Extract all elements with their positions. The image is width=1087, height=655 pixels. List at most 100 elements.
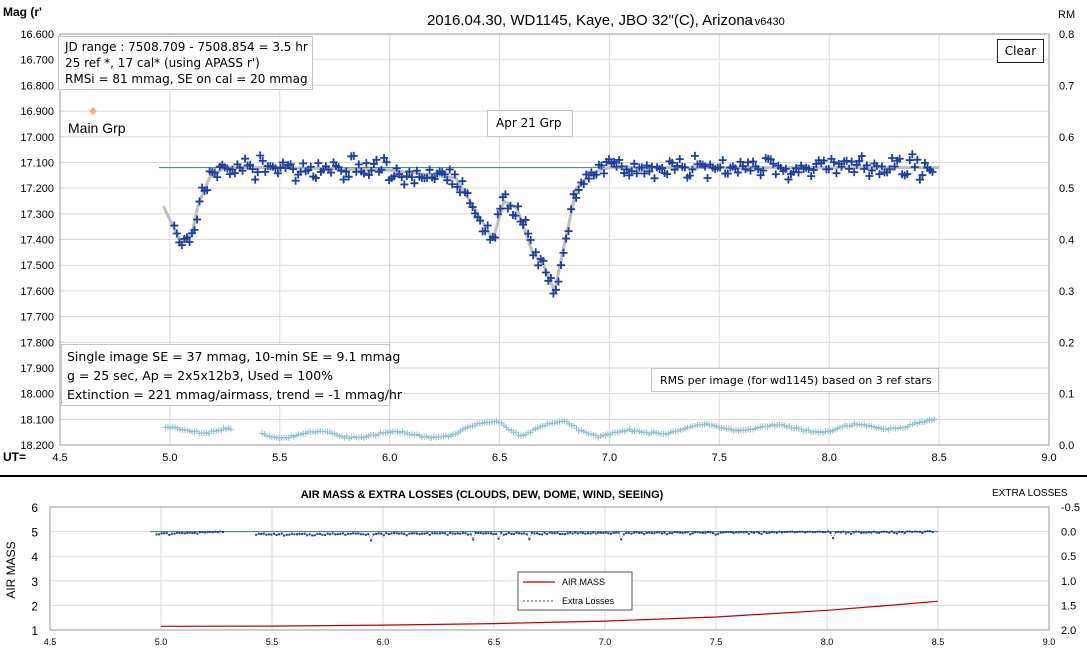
magnitude-point bbox=[564, 227, 573, 236]
magnitude-point bbox=[875, 170, 884, 179]
bottom-y2-tick-labels: -0.5 0.0 0.5 1.0 1.5 2.0 bbox=[1061, 502, 1080, 637]
bottom-y-tick-labels: 6 5 4 3 2 1 bbox=[31, 501, 38, 638]
extra-losses-point bbox=[270, 533, 273, 536]
top-x-tick: 7.5 bbox=[712, 452, 727, 464]
magnitude-point bbox=[610, 157, 619, 166]
magnitude-point bbox=[430, 174, 439, 183]
extra-losses-point bbox=[390, 532, 393, 535]
magnitude-point bbox=[680, 163, 689, 172]
extra-losses-point bbox=[926, 530, 929, 533]
magnitude-point bbox=[746, 166, 755, 175]
bottom-x-tick: 5.5 bbox=[266, 637, 279, 647]
magnitude-point bbox=[701, 162, 710, 171]
extra-losses-point bbox=[707, 531, 710, 534]
magnitude-point bbox=[599, 169, 608, 178]
bottom-y-tick: 3 bbox=[31, 575, 38, 589]
magnitude-point bbox=[556, 261, 565, 270]
bottom-y-tick: 5 bbox=[31, 526, 38, 540]
top-chart-version: - v6430 bbox=[748, 16, 785, 28]
magnitude-point bbox=[531, 248, 540, 257]
extra-losses-point bbox=[878, 531, 881, 534]
extra-losses-point bbox=[852, 531, 855, 534]
extra-losses-point bbox=[811, 531, 814, 534]
extra-losses-point bbox=[306, 534, 309, 537]
magnitude-point bbox=[193, 215, 202, 224]
magnitude-point bbox=[405, 167, 414, 176]
extra-losses-point bbox=[377, 532, 380, 535]
extra-losses-point bbox=[740, 531, 743, 534]
bottom-x-tick: 9.0 bbox=[1043, 637, 1056, 647]
magnitude-point bbox=[630, 159, 639, 168]
extra-losses-point bbox=[699, 531, 702, 534]
magnitude-point bbox=[182, 233, 191, 242]
magnitude-point bbox=[238, 166, 247, 175]
airmass-line bbox=[160, 600, 939, 627]
magnitude-point bbox=[913, 155, 922, 164]
magnitude-point bbox=[645, 167, 654, 176]
magnitude-point bbox=[213, 173, 222, 182]
magnitude-point bbox=[625, 171, 634, 180]
legend-losses-label: Extra Losses bbox=[562, 596, 615, 606]
magnitude-point bbox=[364, 170, 373, 179]
extra-losses-point bbox=[558, 533, 561, 536]
extra-losses-point bbox=[768, 531, 771, 534]
magnitude-point bbox=[496, 204, 505, 213]
extinction-trend-text: Extinction = 221 mmag/airmass, trend = -… bbox=[67, 387, 403, 402]
magnitude-point bbox=[736, 157, 745, 166]
ref-stars-text: 25 ref *, 17 cal* (using APASS r') bbox=[65, 56, 260, 70]
extra-losses-point bbox=[444, 532, 447, 535]
rms-point bbox=[227, 426, 234, 433]
magnitude-point bbox=[443, 176, 452, 185]
magnitude-points bbox=[170, 150, 937, 298]
magnitude-point bbox=[885, 165, 894, 174]
magnitude-point bbox=[342, 167, 351, 176]
top-x-tick: 6.0 bbox=[382, 452, 397, 464]
extra-losses-point bbox=[678, 531, 681, 534]
top-y-tick: 17.800 bbox=[20, 337, 54, 349]
extra-losses-point bbox=[219, 530, 222, 533]
top-x-tick-labels: 4.5 5.0 5.5 6.0 6.5 7.0 7.5 8.0 8.5 9.0 bbox=[52, 452, 1056, 464]
top-y2-tick: 0.8 bbox=[1059, 29, 1074, 41]
magnitude-point bbox=[311, 173, 320, 182]
extra-losses-point bbox=[607, 532, 610, 535]
bottom-legend-box bbox=[517, 571, 633, 611]
extra-losses-point bbox=[441, 532, 444, 535]
magnitude-point bbox=[524, 229, 533, 238]
magnitude-point bbox=[910, 163, 919, 172]
top-y-tick: 16.700 bbox=[20, 55, 54, 67]
extra-losses-point bbox=[763, 530, 766, 533]
magnitude-point bbox=[622, 165, 631, 174]
extra-losses-point bbox=[283, 534, 286, 537]
magnitude-point bbox=[559, 248, 568, 257]
extra-losses-point bbox=[804, 531, 807, 534]
extra-losses-point bbox=[530, 531, 533, 534]
magnitude-point bbox=[627, 167, 636, 176]
magnitude-point bbox=[278, 158, 287, 167]
magnitude-point bbox=[377, 165, 386, 174]
extra-losses-point bbox=[413, 532, 416, 535]
extra-losses-point bbox=[543, 531, 546, 534]
extra-losses-point bbox=[209, 530, 212, 533]
extra-losses-point bbox=[778, 530, 781, 533]
magnitude-point bbox=[574, 185, 583, 194]
extra-losses-point bbox=[502, 533, 505, 536]
magnitude-point bbox=[241, 154, 250, 163]
rms-note-box: RMS per image (for wd1145) based on 3 re… bbox=[651, 368, 939, 392]
magnitude-point bbox=[362, 159, 371, 168]
extra-losses-point bbox=[221, 531, 224, 534]
top-y-tick: 18.000 bbox=[20, 389, 54, 401]
extra-losses-point bbox=[645, 531, 648, 534]
extra-losses-point bbox=[752, 531, 755, 534]
magnitude-point bbox=[582, 170, 591, 179]
magnitude-point bbox=[685, 171, 694, 180]
extra-losses-point bbox=[890, 530, 893, 533]
extra-losses-point bbox=[860, 531, 863, 534]
magnitude-point bbox=[554, 277, 563, 286]
clear-button[interactable]: Clear bbox=[997, 39, 1044, 63]
magnitude-point bbox=[511, 211, 520, 220]
rms-point bbox=[931, 416, 938, 423]
magnitude-point bbox=[675, 155, 684, 164]
single-image-se-text: Single image SE = 37 mmag, 10-min SE = 9… bbox=[67, 349, 401, 364]
magnitude-point bbox=[306, 162, 315, 171]
extra-losses-point bbox=[847, 531, 850, 534]
